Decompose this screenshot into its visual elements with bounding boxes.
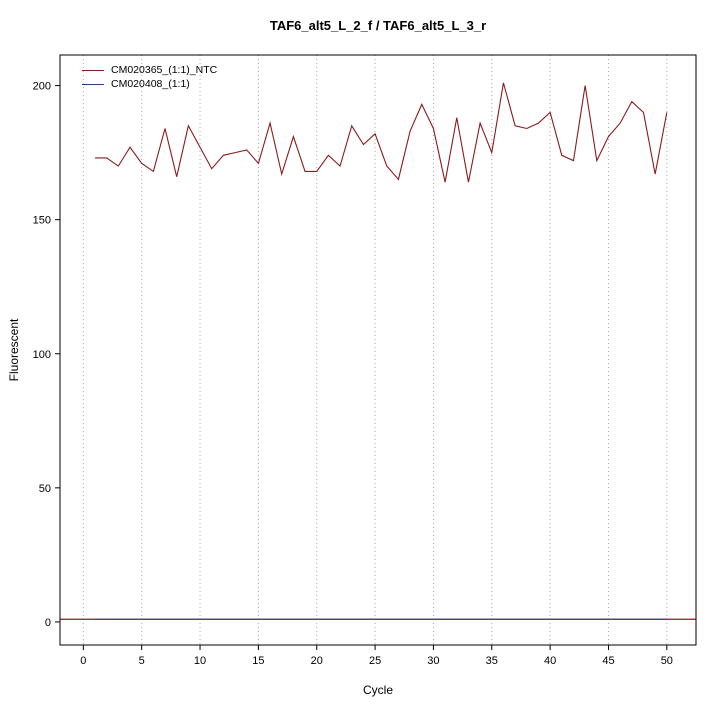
svg-text:35: 35 bbox=[486, 655, 498, 667]
svg-text:40: 40 bbox=[544, 655, 556, 667]
chart-title: TAF6_alt5_L_2_f / TAF6_alt5_L_3_r bbox=[269, 18, 487, 33]
legend-label: CM020408_(1:1) bbox=[111, 78, 190, 90]
svg-text:50: 50 bbox=[661, 655, 673, 667]
legend-line-red bbox=[82, 69, 104, 71]
svg-text:50: 50 bbox=[39, 483, 51, 495]
svg-text:150: 150 bbox=[33, 215, 51, 227]
legend-line-blue bbox=[82, 83, 104, 85]
legend-label: CM020365_(1:1)_NTC bbox=[111, 64, 218, 76]
legend-item: CM020408_(1:1) bbox=[82, 77, 217, 91]
svg-text:30: 30 bbox=[427, 655, 439, 667]
svg-text:200: 200 bbox=[33, 81, 51, 93]
svg-text:25: 25 bbox=[369, 655, 381, 667]
svg-text:10: 10 bbox=[194, 655, 206, 667]
legend: CM020365_(1:1)_NTC CM020408_(1:1) bbox=[82, 63, 217, 91]
svg-text:45: 45 bbox=[602, 655, 614, 667]
svg-text:5: 5 bbox=[139, 655, 145, 667]
svg-text:0: 0 bbox=[45, 617, 51, 629]
x-axis-label: Cycle bbox=[362, 683, 394, 697]
legend-item: CM020365_(1:1)_NTC bbox=[82, 63, 217, 77]
svg-text:100: 100 bbox=[33, 349, 51, 361]
svg-text:0: 0 bbox=[80, 655, 86, 667]
svg-text:20: 20 bbox=[311, 655, 323, 667]
svg-text:15: 15 bbox=[252, 655, 264, 667]
